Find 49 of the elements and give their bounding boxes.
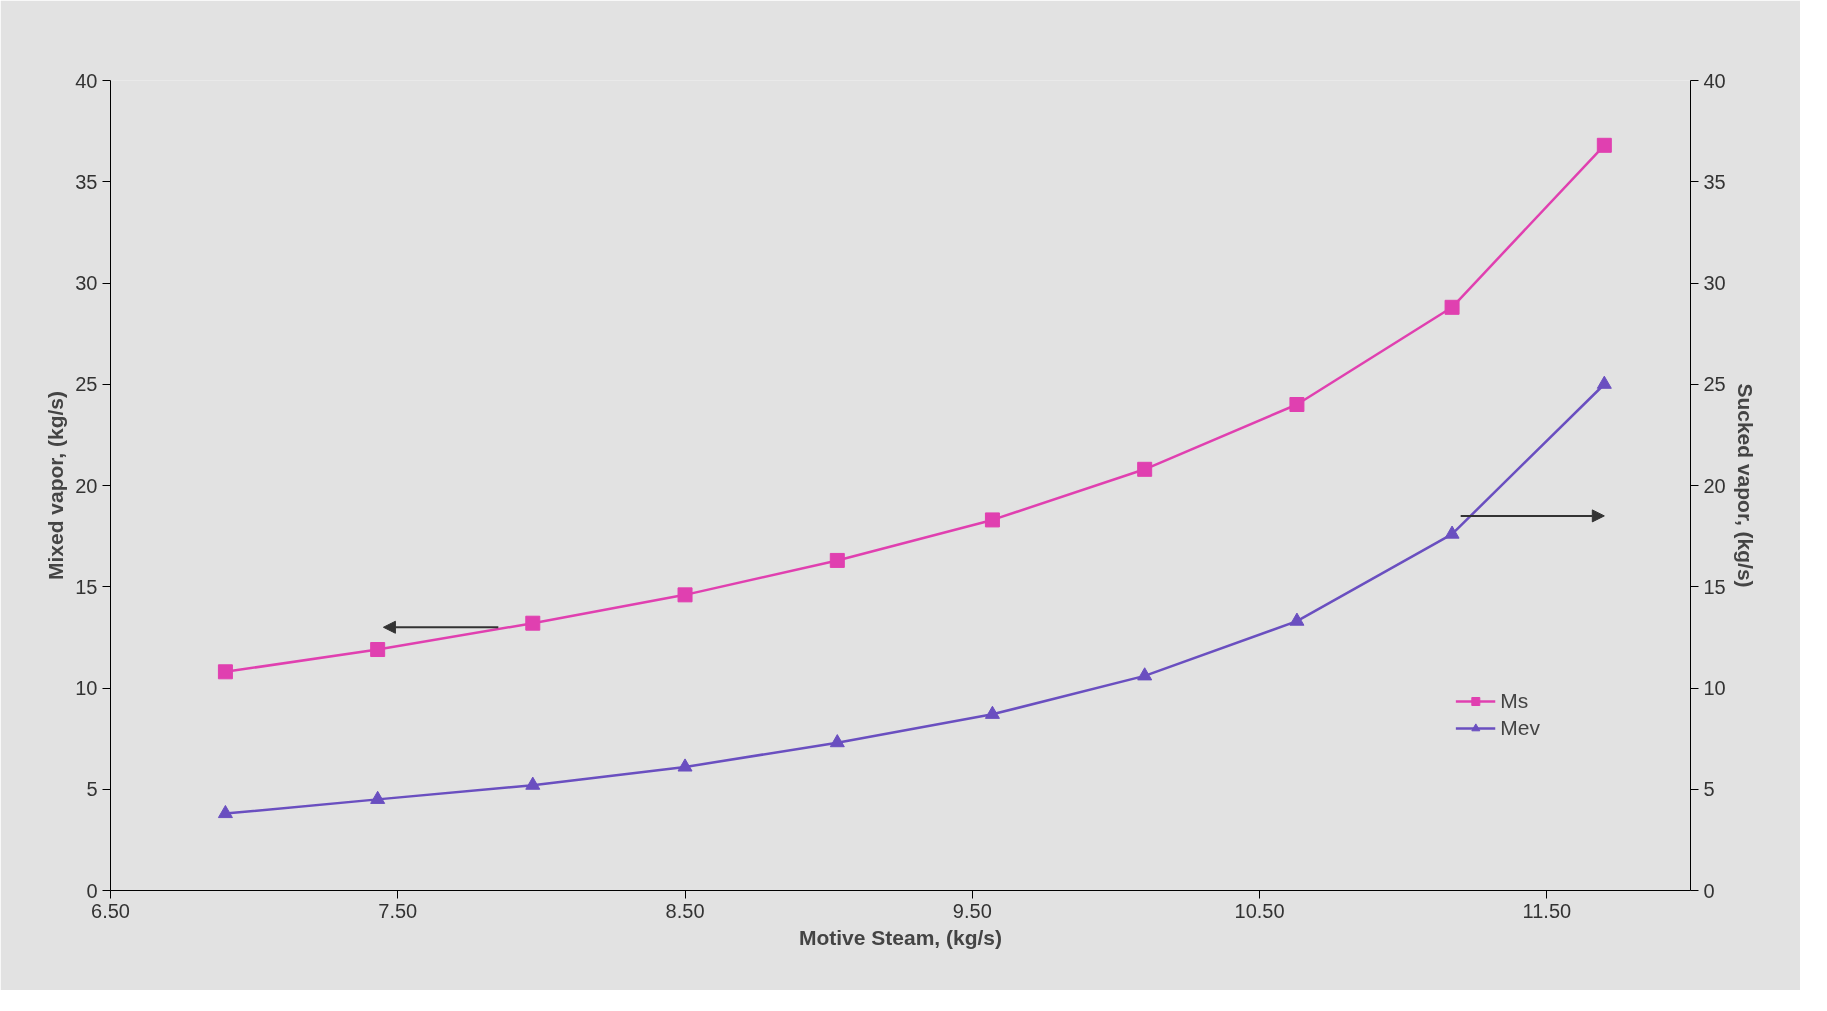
point xyxy=(370,642,386,658)
point xyxy=(1444,299,1460,315)
x-tick-label: 11.50 xyxy=(1522,899,1572,922)
point xyxy=(1596,137,1612,153)
legend-label: Mev xyxy=(1500,716,1540,740)
y2-tick-label: 0 xyxy=(1703,879,1715,902)
x-tick-label: 7.50 xyxy=(378,899,418,922)
y-tick-label: 15 xyxy=(75,575,98,598)
y2-axis-title: Sucked vapor, (kg/s) xyxy=(1733,383,1757,588)
point xyxy=(1137,667,1153,681)
y-tick-label: 25 xyxy=(75,373,98,396)
point xyxy=(677,587,693,603)
y2-tick-label: 20 xyxy=(1703,474,1726,497)
y-tick-label: 20 xyxy=(75,474,98,497)
y-tick-label: 35 xyxy=(75,170,98,193)
y2-tick-label: 10 xyxy=(1703,677,1726,699)
point xyxy=(1289,397,1305,412)
y2-tick-label: 30 xyxy=(1703,272,1726,294)
point xyxy=(1444,525,1460,539)
point xyxy=(217,664,233,680)
y2-tick-label: 15 xyxy=(1703,575,1726,598)
point xyxy=(370,790,386,804)
y2-tick-label: 40 xyxy=(1703,69,1726,92)
point xyxy=(1137,461,1153,477)
y-tick-label: 0 xyxy=(86,879,98,902)
point xyxy=(829,734,845,748)
y2-tick-label: 25 xyxy=(1703,373,1726,396)
point xyxy=(829,552,845,568)
legend-label: Ms xyxy=(1500,689,1529,713)
point xyxy=(525,776,541,790)
point xyxy=(217,804,233,819)
point xyxy=(677,758,693,772)
x-tick-label: 9.50 xyxy=(952,899,992,922)
y2-tick-label: 5 xyxy=(1703,778,1715,801)
point xyxy=(1596,375,1612,389)
x-tick-label: 8.50 xyxy=(665,899,705,922)
y-tick-label: 5 xyxy=(86,778,98,801)
point xyxy=(525,615,541,631)
y-axis-title: Mixed vapor, (kg/s) xyxy=(44,390,68,581)
y-tick-label: 30 xyxy=(75,272,98,294)
point xyxy=(1289,612,1305,626)
x-tick-label: 10.50 xyxy=(1234,899,1285,922)
y2-tick-label: 35 xyxy=(1703,170,1726,193)
x-axis-title: Motive Steam, (kg/s) xyxy=(798,925,1003,949)
point xyxy=(984,705,1000,719)
y-tick-label: 10 xyxy=(75,677,98,699)
point xyxy=(984,512,1000,528)
x-tick-label: 6.50 xyxy=(91,899,130,922)
y-tick-label: 40 xyxy=(75,69,98,92)
